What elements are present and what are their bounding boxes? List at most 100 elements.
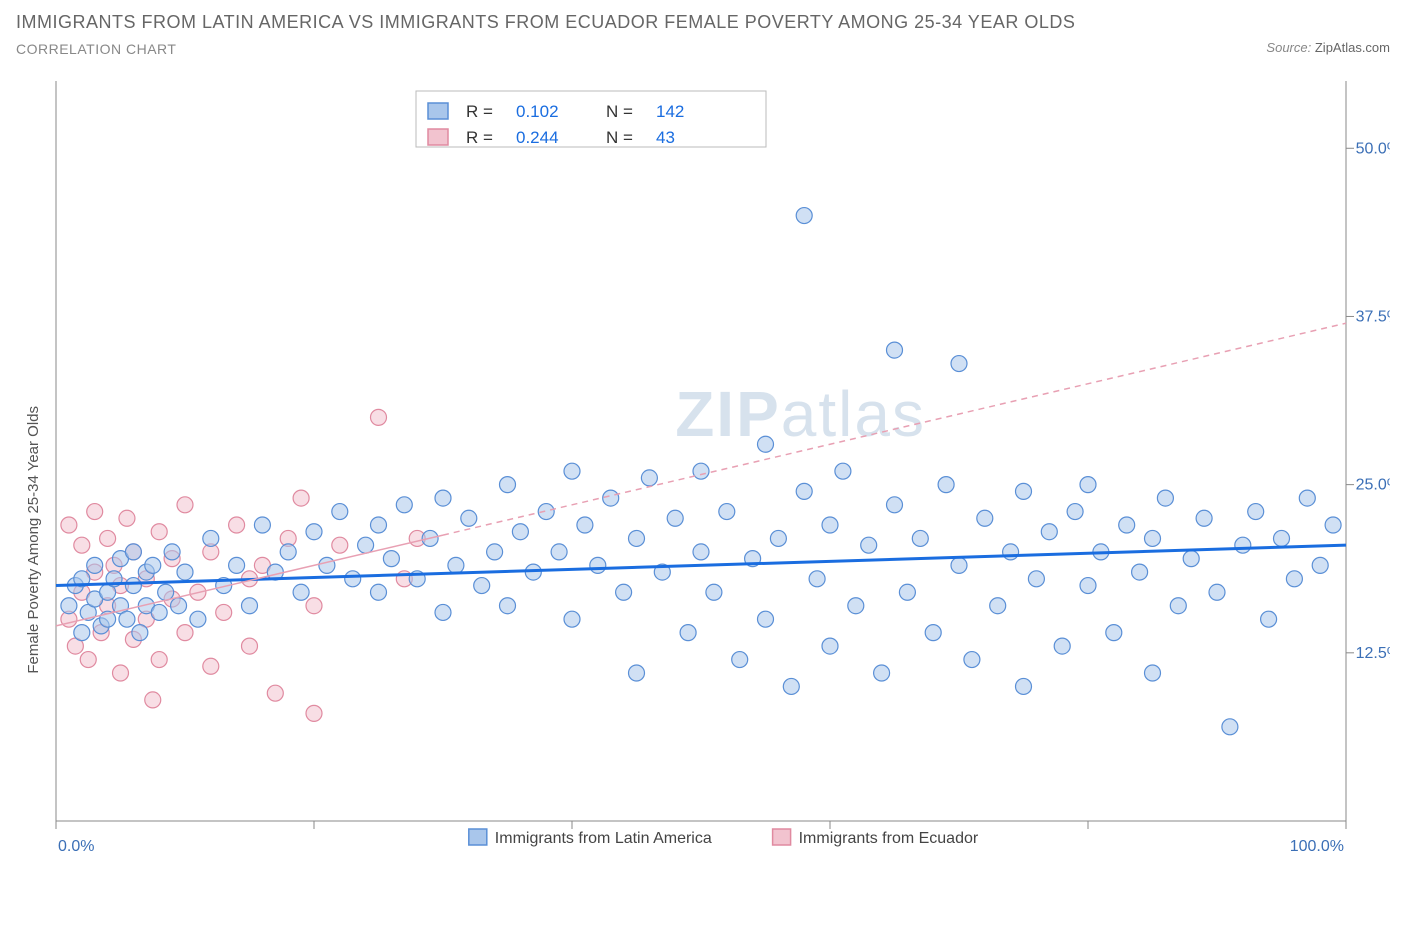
scatter-point bbox=[435, 604, 451, 620]
scatter-point bbox=[629, 665, 645, 681]
scatter-point bbox=[1299, 490, 1315, 506]
scatter-point bbox=[796, 483, 812, 499]
scatter-point bbox=[899, 584, 915, 600]
scatter-point bbox=[396, 497, 412, 513]
scatter-point bbox=[100, 530, 116, 546]
scatter-point bbox=[912, 530, 928, 546]
scatter-point bbox=[693, 463, 709, 479]
scatter-point bbox=[551, 544, 567, 560]
scatter-point bbox=[1209, 584, 1225, 600]
scatter-point bbox=[87, 557, 103, 573]
scatter-point bbox=[371, 409, 387, 425]
y-tick-label: 50.0% bbox=[1356, 140, 1390, 157]
scatter-point bbox=[719, 504, 735, 520]
legend-r-value: 0.244 bbox=[516, 128, 559, 147]
scatter-point bbox=[1286, 571, 1302, 587]
y-tick-label: 25.0% bbox=[1356, 477, 1390, 494]
watermark: ZIPatlas bbox=[675, 378, 926, 450]
scatter-point bbox=[242, 638, 258, 654]
scatter-point bbox=[158, 584, 174, 600]
scatter-point bbox=[74, 625, 90, 641]
scatter-point bbox=[306, 705, 322, 721]
scatter-point bbox=[770, 530, 786, 546]
scatter-point bbox=[190, 611, 206, 627]
legend-r-label: R = bbox=[466, 102, 493, 121]
scatter-point bbox=[383, 551, 399, 567]
scatter-point bbox=[151, 524, 167, 540]
bottom-legend-label: Immigrants from Ecuador bbox=[799, 830, 979, 847]
scatter-point bbox=[61, 598, 77, 614]
source-attribution: Source: ZipAtlas.com bbox=[1266, 40, 1390, 55]
scatter-point bbox=[125, 544, 141, 560]
scatter-point bbox=[1067, 504, 1083, 520]
scatter-point bbox=[371, 517, 387, 533]
scatter-point bbox=[1145, 530, 1161, 546]
scatter-point bbox=[629, 530, 645, 546]
scatter-point bbox=[925, 625, 941, 641]
scatter-point bbox=[242, 598, 258, 614]
scatter-point bbox=[822, 517, 838, 533]
scatter-point bbox=[758, 436, 774, 452]
scatter-point bbox=[332, 504, 348, 520]
scatter-point bbox=[151, 652, 167, 668]
scatter-point bbox=[887, 342, 903, 358]
legend-n-value: 43 bbox=[656, 128, 675, 147]
page-subtitle: CORRELATION CHART bbox=[16, 41, 1075, 57]
scatter-point bbox=[1248, 504, 1264, 520]
scatter-point bbox=[603, 490, 619, 506]
scatter-point bbox=[822, 638, 838, 654]
scatter-point bbox=[977, 510, 993, 526]
scatter-point bbox=[1119, 517, 1135, 533]
scatter-point bbox=[1157, 490, 1173, 506]
scatter-point bbox=[119, 510, 135, 526]
scatter-point bbox=[87, 504, 103, 520]
scatter-point bbox=[577, 517, 593, 533]
scatter-point bbox=[848, 598, 864, 614]
scatter-point bbox=[125, 578, 141, 594]
scatter-point bbox=[500, 598, 516, 614]
scatter-point bbox=[145, 692, 161, 708]
scatter-point bbox=[1132, 564, 1148, 580]
bottom-legend-swatch bbox=[773, 829, 791, 845]
y-tick-label: 37.5% bbox=[1356, 308, 1390, 325]
bottom-legend-label: Immigrants from Latin America bbox=[495, 830, 712, 847]
scatter-point bbox=[1106, 625, 1122, 641]
scatter-point bbox=[1054, 638, 1070, 654]
scatter-point bbox=[1016, 678, 1032, 694]
scatter-point bbox=[500, 477, 516, 493]
scatter-point bbox=[964, 652, 980, 668]
scatter-point bbox=[809, 571, 825, 587]
scatter-point bbox=[229, 557, 245, 573]
scatter-point bbox=[319, 557, 335, 573]
scatter-point bbox=[448, 557, 464, 573]
scatter-point bbox=[306, 598, 322, 614]
correlation-chart: ZIPatlas0.0%100.0%12.5%25.0%37.5%50.0%Fe… bbox=[16, 71, 1390, 891]
scatter-point bbox=[667, 510, 683, 526]
legend-n-label: N = bbox=[606, 128, 633, 147]
scatter-point bbox=[1080, 578, 1096, 594]
scatter-point bbox=[145, 557, 161, 573]
source-value: ZipAtlas.com bbox=[1315, 40, 1390, 55]
scatter-point bbox=[990, 598, 1006, 614]
scatter-point bbox=[512, 524, 528, 540]
scatter-point bbox=[1274, 530, 1290, 546]
scatter-point bbox=[119, 611, 135, 627]
scatter-point bbox=[80, 652, 96, 668]
bottom-legend-swatch bbox=[469, 829, 487, 845]
chart-svg: ZIPatlas0.0%100.0%12.5%25.0%37.5%50.0%Fe… bbox=[16, 71, 1390, 891]
scatter-point bbox=[1170, 598, 1186, 614]
scatter-point bbox=[1312, 557, 1328, 573]
scatter-point bbox=[113, 665, 129, 681]
scatter-point bbox=[1145, 665, 1161, 681]
scatter-point bbox=[1183, 551, 1199, 567]
scatter-point bbox=[61, 517, 77, 533]
scatter-point bbox=[216, 604, 232, 620]
scatter-point bbox=[1261, 611, 1277, 627]
scatter-point bbox=[280, 544, 296, 560]
scatter-point bbox=[680, 625, 696, 641]
scatter-point bbox=[1196, 510, 1212, 526]
scatter-point bbox=[641, 470, 657, 486]
scatter-point bbox=[1003, 544, 1019, 560]
legend-swatch bbox=[428, 103, 448, 119]
scatter-point bbox=[1235, 537, 1251, 553]
